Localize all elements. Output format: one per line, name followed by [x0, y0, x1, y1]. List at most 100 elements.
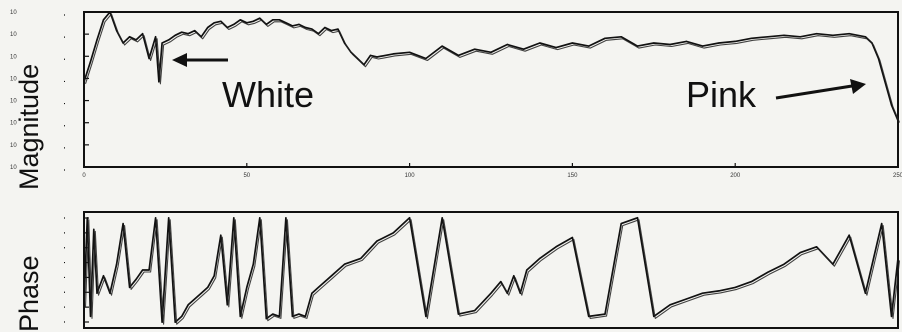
phase-data-point — [259, 217, 261, 219]
phase-data-point — [337, 269, 339, 271]
phase-data-point — [109, 292, 111, 294]
magnitude-data-point — [200, 36, 202, 38]
magnitude-axis-label: Magnitude — [14, 64, 44, 190]
phase-traces — [83, 216, 901, 325]
phase-data-point — [246, 286, 248, 288]
phase-data-point — [93, 228, 95, 230]
phase-data-point — [200, 292, 202, 294]
magnitude-data-point — [89, 61, 92, 63]
magnitude-data-point — [311, 28, 313, 30]
phase-data-point — [265, 318, 267, 320]
magnitude-data-point — [669, 43, 671, 46]
phase-data-point — [519, 292, 521, 294]
magnitude-data-point — [181, 31, 183, 33]
phase-data-point — [783, 263, 785, 265]
phase-data-point — [278, 315, 280, 317]
magnitude-data-point — [317, 33, 319, 35]
magnitude-data-point — [897, 119, 899, 122]
magnitude-data-point — [425, 57, 427, 60]
phase-data-point — [653, 315, 655, 317]
magnitude-data-point — [142, 33, 144, 35]
magnitude-data-point — [148, 57, 150, 60]
phase-data-point — [799, 252, 801, 254]
phase-data-point — [239, 315, 241, 317]
magnitude-data-point — [523, 48, 525, 50]
magnitude-data-point — [259, 17, 261, 19]
magnitude-data-point — [96, 39, 98, 41]
phase-data-point — [86, 217, 88, 219]
magnitude-data-point — [392, 53, 394, 55]
magnitude-x-ticks: 0 50 100 150 200 250 — [82, 163, 902, 179]
phase-data-point — [291, 315, 293, 317]
pink-arrow-shaft — [775, 84, 853, 100]
phase-data-point — [220, 234, 222, 236]
phase-data-point — [604, 313, 606, 315]
magnitude-data-point — [864, 36, 867, 38]
phase-chart — [64, 211, 901, 329]
phase-data-point — [252, 263, 254, 265]
phase-data-point — [89, 315, 92, 317]
magnitude-data-point — [356, 57, 359, 60]
magnitude-data-point — [168, 39, 170, 41]
white-arrow-head — [172, 53, 187, 67]
magnitude-data-point — [636, 45, 639, 47]
phase-data-point — [506, 292, 508, 294]
phase-data-point — [425, 315, 427, 317]
magnitude-data-point — [285, 22, 287, 24]
phase-data-point — [102, 275, 105, 277]
phase-data-point — [83, 304, 85, 306]
phase-data-point — [409, 217, 411, 219]
magnitude-plot-frame — [83, 11, 899, 168]
magnitude-data-point — [102, 19, 105, 21]
magnitude-data-point — [83, 81, 85, 83]
phase-data-point — [148, 269, 150, 271]
phase-data-point — [588, 315, 590, 317]
magnitude-data-point — [239, 19, 241, 21]
phase-data-point — [441, 217, 443, 219]
magnitude-y-tick-label: 10 — [10, 165, 17, 171]
phase-data-point — [272, 313, 274, 315]
magnitude-data-point — [832, 34, 834, 36]
magnitude-data-point — [441, 45, 443, 47]
phase-data-point — [816, 246, 818, 248]
magnitude-data-point — [158, 81, 160, 83]
magnitude-data-point — [376, 56, 378, 58]
magnitude-y-ticks: 10 10 10 10 10 10 10 10 — [10, 10, 89, 171]
phase-data-point — [161, 321, 163, 323]
magnitude-data-point — [337, 28, 339, 30]
magnitude-series-line-overlay — [84, 13, 901, 123]
phase-data-point — [685, 298, 688, 300]
phase-data-point — [890, 315, 893, 317]
magnitude-x-tick-label: 200 — [730, 173, 741, 179]
magnitude-data-point — [506, 43, 508, 46]
phase-data-point — [311, 292, 313, 294]
phase-data-point — [317, 286, 319, 288]
magnitude-data-point — [816, 33, 818, 35]
phase-data-point — [750, 281, 753, 283]
magnitude-data-point — [187, 33, 189, 35]
phase-data-point — [213, 275, 215, 277]
magnitude-data-point — [291, 25, 293, 27]
phase-data-point — [135, 278, 137, 280]
magnitude-data-point — [129, 36, 131, 38]
magnitude-data-point — [734, 40, 736, 43]
phase-data-point — [324, 281, 326, 283]
magnitude-data-point — [363, 64, 365, 66]
magnitude-data-point — [555, 47, 557, 49]
magnitude-data-point — [539, 42, 541, 44]
phase-data-point — [897, 257, 899, 259]
magnitude-data-point — [890, 104, 893, 106]
magnitude-data-point — [653, 42, 655, 44]
magnitude-x-tick-label: 0 — [82, 173, 86, 179]
magnitude-data-point — [246, 22, 248, 24]
phase-data-point — [555, 246, 557, 248]
magnitude-data-point — [343, 42, 346, 44]
phase-data-point — [376, 240, 378, 242]
phase-data-point — [490, 292, 492, 294]
magnitude-y-tick-label: 10 — [10, 99, 17, 105]
magnitude-data-point — [718, 42, 720, 44]
magnitude-data-point — [848, 33, 850, 35]
phase-data-point — [304, 315, 306, 317]
magnitude-x-tick-label: 250 — [893, 173, 902, 179]
phase-data-point — [181, 315, 183, 317]
